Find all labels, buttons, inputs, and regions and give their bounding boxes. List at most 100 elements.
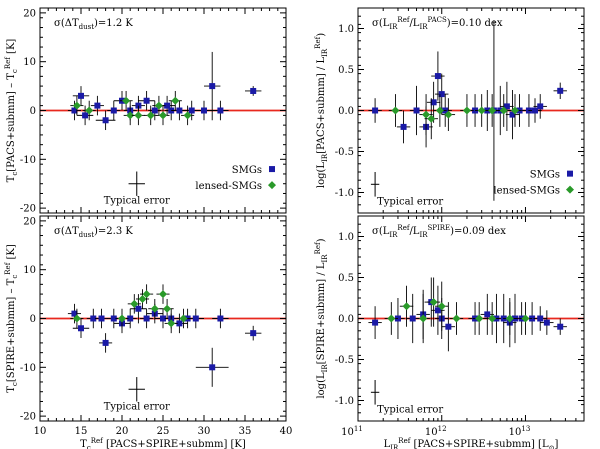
smg-point xyxy=(533,306,547,331)
square-marker xyxy=(143,315,150,322)
legend-label: lensed-SMGs xyxy=(195,181,262,192)
lensed-smg-point xyxy=(144,105,158,126)
lensed-smg-point xyxy=(433,94,447,127)
square-marker xyxy=(143,97,150,104)
y-axis-label-part: ) xyxy=(316,238,327,242)
lensed-smg-point xyxy=(485,302,499,335)
x-axis-label-part: Ref xyxy=(398,437,411,445)
smg-point xyxy=(396,110,411,144)
diamond-marker xyxy=(142,290,151,299)
sigma-annotation-part: SPIRE xyxy=(428,224,451,232)
square-marker xyxy=(438,91,445,98)
x-axis-label-part: ⊙ xyxy=(549,444,555,449)
lensed-smg-point xyxy=(148,298,162,319)
diamond-marker xyxy=(444,110,453,119)
square-marker xyxy=(217,315,224,322)
y-tick-label: 0 xyxy=(30,106,36,117)
square-marker xyxy=(102,339,109,346)
diamond-marker xyxy=(437,302,446,311)
square-marker xyxy=(78,92,84,99)
x-axis-label-part: [PACS+SPIRE+submm] [L xyxy=(410,439,549,449)
square-marker xyxy=(532,107,539,114)
square-marker xyxy=(110,315,117,322)
square-marker xyxy=(176,107,183,114)
diamond-marker xyxy=(505,314,514,323)
sigma-annotation-part: σ(ΔT xyxy=(54,18,79,29)
square-marker xyxy=(503,103,510,110)
sigma-annotation-part: IR xyxy=(389,231,398,239)
y-axis-label: Tc[SPIRE+submm] – TcRef [K] xyxy=(4,244,19,393)
legend-square-marker xyxy=(567,170,573,177)
typical-error-label: Typical error xyxy=(377,404,443,415)
x-tick-label-part: 11 xyxy=(354,425,363,433)
lensed-smg-point xyxy=(140,284,154,304)
y-axis-label-part: Ref xyxy=(4,56,12,69)
sigma-annotation-part: dust xyxy=(79,23,95,31)
typical-error-label: Typical error xyxy=(104,401,170,412)
lensed-smg-point xyxy=(426,277,441,327)
lensed-smg-point xyxy=(416,293,430,344)
y-axis-label-part: T xyxy=(6,386,17,393)
square-marker xyxy=(445,323,452,330)
smg-point xyxy=(245,86,262,96)
square-marker xyxy=(484,311,491,318)
square-marker xyxy=(557,87,564,94)
smg-point xyxy=(67,303,81,324)
smg-point xyxy=(368,98,382,123)
diamond-marker xyxy=(85,106,94,115)
sigma-annotation-part: )=2.3 K xyxy=(94,226,133,237)
square-marker xyxy=(90,315,97,322)
y-tick-label: -20 xyxy=(20,204,36,215)
y-tick-label: 1.0 xyxy=(338,232,354,243)
square-marker xyxy=(209,83,216,90)
legend-diamond-marker xyxy=(268,181,276,190)
x-tick-label: 1011 xyxy=(341,425,363,438)
sigma-annotation-part: σ(L xyxy=(372,226,390,237)
typical-error-label: Typical error xyxy=(377,196,443,207)
y-tick-label: 20 xyxy=(23,216,36,227)
y-tick-label: 1.0 xyxy=(338,24,354,35)
smg-point xyxy=(90,95,104,116)
y-axis-label: log(LIR[SPIRE+submm] / LIRRef) xyxy=(314,238,329,398)
square-marker xyxy=(78,325,84,332)
square-marker xyxy=(250,330,257,337)
square-marker xyxy=(188,107,195,114)
diamond-marker xyxy=(163,304,172,313)
y-axis-label-part: c xyxy=(11,69,19,73)
square-marker xyxy=(82,112,89,119)
square-marker xyxy=(372,107,379,114)
lensed-smg-point xyxy=(472,302,486,335)
y-tick-label: 10 xyxy=(23,57,36,68)
square-marker xyxy=(135,305,142,312)
lensed-smg-point xyxy=(419,94,433,136)
x-tick-label: 1012 xyxy=(425,425,447,438)
y-axis-label-part: IR xyxy=(321,48,329,57)
sigma-annotation-part: )=0.09 dex xyxy=(450,226,506,237)
lensed-smg-point xyxy=(518,302,533,335)
sigma-annotation-part: σ(ΔT xyxy=(54,226,79,237)
diamond-marker xyxy=(429,298,438,307)
sigma-annotation-part: dust xyxy=(79,231,95,239)
lensed-smg-point xyxy=(399,285,414,327)
diamond-marker xyxy=(387,314,396,323)
diamond-marker xyxy=(422,110,431,119)
y-axis-label-part: Ref xyxy=(314,35,322,48)
y-tick-label: -20 xyxy=(20,412,36,423)
square-marker xyxy=(110,107,117,114)
y-axis-label-part: IR xyxy=(321,254,329,263)
sigma-annotation-part: IR xyxy=(389,23,398,31)
smg-point xyxy=(245,325,262,341)
square-marker xyxy=(192,315,199,322)
lensed-smg-point xyxy=(70,308,84,329)
x-tick-label-part: 13 xyxy=(521,425,530,433)
lensed-smg-point xyxy=(441,98,456,131)
y-axis-label-part: T xyxy=(6,175,17,182)
square-marker xyxy=(217,107,224,114)
x-axis-label-part: ] xyxy=(554,439,558,449)
smg-point xyxy=(72,318,90,339)
y-tick-label: 0.5 xyxy=(338,65,354,76)
diamond-marker xyxy=(171,96,180,105)
diamond-marker xyxy=(435,106,444,115)
lensed-smg-point xyxy=(119,90,133,111)
square-marker xyxy=(537,315,544,322)
